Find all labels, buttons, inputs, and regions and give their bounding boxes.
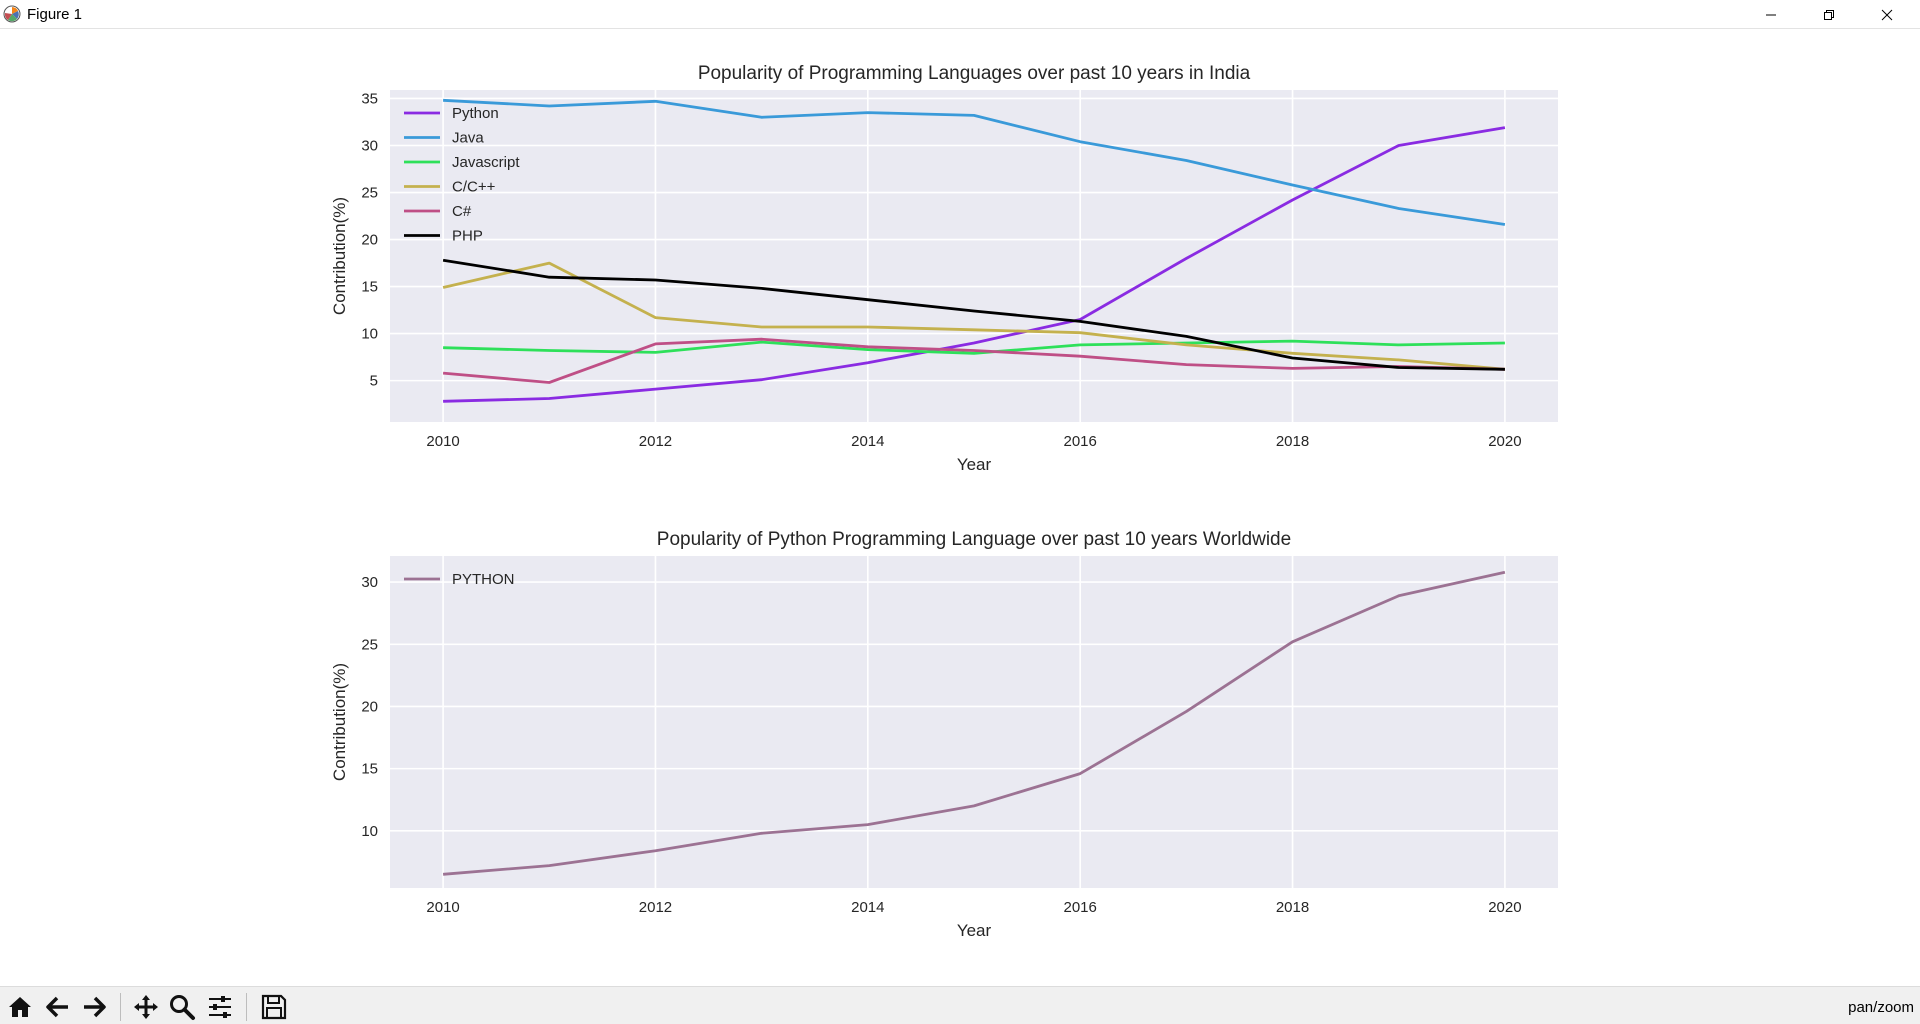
configure-subplots-icon [209, 996, 231, 1018]
y-tick-label: 30 [361, 574, 378, 591]
x-tick-label: 2012 [639, 899, 672, 916]
x-tick-label: 2016 [1063, 433, 1096, 450]
legend-entry: C/C++ [452, 179, 496, 196]
y-tick-label: 35 [361, 90, 378, 107]
close-button[interactable] [1858, 0, 1916, 29]
chart-title: Popularity of Python Programming Languag… [657, 529, 1291, 550]
pan-icon [134, 995, 158, 1019]
x-tick-label: 2016 [1063, 899, 1096, 916]
matplotlib-icon [3, 5, 21, 23]
legend-entry: Java [452, 130, 484, 147]
y-tick-label: 25 [361, 185, 378, 202]
x-axis-label: Year [957, 921, 992, 940]
x-tick-label: 2020 [1488, 899, 1521, 916]
pan-button[interactable] [130, 991, 162, 1023]
legend-entry: C# [452, 203, 472, 220]
y-tick-label: 10 [361, 326, 378, 343]
series-line-c-c- [442, 261, 1506, 371]
save-icon [261, 994, 287, 1020]
toolbar-separator [120, 993, 121, 1021]
legend-entry: PHP [452, 228, 483, 245]
x-tick-label: 2020 [1488, 433, 1521, 450]
legend-entry: PYTHON [452, 571, 515, 588]
x-tick-label: 2014 [851, 433, 884, 450]
minimize-icon [1766, 14, 1776, 15]
series-line-javascript [443, 339, 1505, 355]
y-axis-label: Contribution(%) [330, 663, 349, 781]
x-tick-label: 2010 [426, 899, 459, 916]
legend: Python Java Javascript C/C++ C# PHP [404, 105, 520, 245]
x-tick-label: 2012 [639, 433, 672, 450]
y-tick-label: 30 [361, 137, 378, 154]
window-title: Figure 1 [27, 6, 83, 23]
y-tick-label: 15 [361, 761, 378, 778]
plot-area [390, 556, 1558, 888]
series-line-php [442, 258, 1505, 371]
x-tick-label: 2018 [1276, 899, 1309, 916]
configure-subplots-button[interactable] [204, 991, 236, 1023]
navigation-toolbar: pan/zoom [0, 986, 1920, 1024]
save-button[interactable] [258, 991, 290, 1023]
restore-icon [1824, 9, 1834, 20]
y-tick-label: 10 [361, 823, 378, 840]
series-line-python [443, 126, 1506, 403]
back-button[interactable] [42, 991, 74, 1023]
zoom-button[interactable] [166, 991, 198, 1023]
x-tick-label: 2018 [1276, 433, 1309, 450]
figure-canvas[interactable]: 2010 2012 2014 2016 2018 20205101520253035Pyt… [0, 29, 1920, 986]
x-tick-label: 2014 [851, 899, 884, 916]
title-bar: Figure 1 [0, 0, 1920, 29]
home-button[interactable] [4, 991, 36, 1023]
close-icon [1881, 9, 1893, 20]
toolbar-status: pan/zoom [1848, 999, 1914, 1016]
x-tick-label: 2010 [426, 433, 459, 450]
toolbar-separator [246, 993, 247, 1021]
y-tick-label: 5 [370, 373, 378, 390]
subplot-2: 2010 2012 2014 2016 2018 2020 10 15 20 25 30 PYTHON… [330, 529, 1558, 940]
back-arrow-icon [46, 996, 68, 1018]
y-tick-label: 15 [361, 279, 378, 296]
y-tick-label: 20 [361, 698, 378, 715]
legend: PYTHON [404, 571, 515, 588]
x-axis-label: Year [957, 455, 992, 474]
series-line-python [442, 570, 1506, 876]
forward-button[interactable] [78, 991, 110, 1023]
restore-button[interactable] [1800, 0, 1858, 29]
minimize-button[interactable] [1742, 0, 1800, 29]
y-tick-label: 20 [361, 232, 378, 249]
home-icon [9, 997, 31, 1017]
forward-arrow-icon [84, 996, 106, 1018]
subplot-1: 2010 2012 2014 2016 2018 2020 5 10 15 20 25 30 35 Pyt… [330, 63, 1558, 474]
series-line-java [443, 98, 1506, 226]
series-line-c- [442, 337, 1505, 384]
y-tick-label: 25 [361, 636, 378, 653]
zoom-icon [170, 995, 195, 1020]
legend-entry: Python [452, 105, 499, 122]
legend-entry: Javascript [452, 154, 520, 171]
y-axis-label: Contribution(%) [330, 197, 349, 315]
chart-title: Popularity of Programming Languages over… [698, 63, 1251, 84]
plot-area [390, 90, 1558, 422]
